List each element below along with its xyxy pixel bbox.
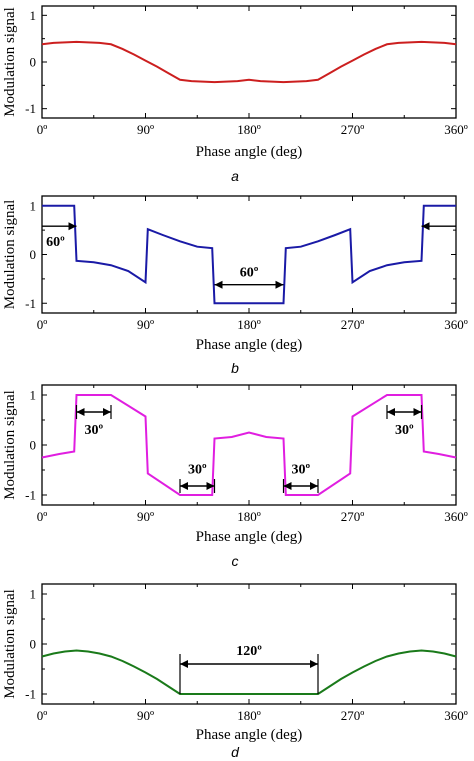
dimension-label: 60º: [46, 235, 65, 250]
x-axis-label: Phase angle (deg): [196, 727, 303, 743]
dimension-annotation: 30º: [386, 405, 423, 438]
arrow-head: [275, 280, 284, 289]
y-axis-label: Modulation signal: [2, 7, 18, 117]
x-axis-label: Phase angle (deg): [196, 337, 303, 353]
y-axis-label: Modulation signal: [2, 589, 18, 699]
arrow-head: [180, 482, 188, 490]
series-line: [41, 394, 457, 496]
y-tick-label: -1: [25, 488, 36, 503]
y-tick-label: 0: [30, 637, 37, 652]
arrow-head: [214, 280, 223, 289]
x-tick-label: 270º: [341, 317, 365, 332]
dimension-label: 30º: [291, 463, 310, 478]
dimension-annotation: 30º: [179, 463, 216, 493]
y-tick-label: -1: [25, 101, 36, 116]
panel-label: c: [232, 553, 239, 569]
x-tick-label: 90º: [137, 708, 154, 723]
plot-frame: [41, 384, 457, 506]
series-line: [42, 204, 456, 305]
y-tick-label: 1: [30, 388, 37, 403]
x-axis-label: Phase angle (deg): [196, 144, 303, 160]
x-tick-label: 270º: [341, 708, 365, 723]
x-tick-label: 270º: [341, 509, 365, 524]
y-tick-label: 0: [30, 438, 37, 453]
x-tick-label: 180º: [237, 509, 261, 524]
y-tick-label: 0: [30, 55, 37, 70]
chart-panel-c: 0º 90º 180º 270º 360º -1 0 1 Phase angle (deg) Mo…: [2, 384, 468, 569]
dimension-annotation: 60º: [42, 222, 77, 250]
plot-frame: [41, 195, 457, 314]
dimension-label: 120º: [236, 644, 262, 659]
series-line: [41, 649, 457, 695]
dimension-label: 30º: [84, 423, 103, 438]
x-tick-label: 360º: [444, 708, 468, 723]
plot-frame: [41, 5, 457, 119]
panel-label: b: [231, 360, 239, 376]
panel-label: a: [231, 168, 239, 184]
arrow-head: [68, 222, 77, 231]
dimension-label: 60º: [240, 266, 259, 281]
y-tick-label: -1: [25, 296, 36, 311]
y-axis-label: Modulation signal: [2, 390, 18, 500]
dimension-annotation: [421, 222, 456, 231]
x-tick-label: 90º: [137, 509, 154, 524]
y-tick-label: 0: [30, 247, 37, 262]
arrow-head: [413, 408, 422, 416]
dimension-label: 30º: [188, 463, 207, 478]
y-tick-label: 1: [30, 587, 37, 602]
arrow-head: [310, 660, 318, 668]
arrow-head: [421, 222, 430, 231]
x-axis-label: Phase angle (deg): [196, 529, 303, 545]
chart-panel-b: 0º 90º 180º 270º 360º -1 0 1 Phase angle (deg) Mo…: [2, 195, 468, 376]
y-axis-label: Modulation signal: [2, 200, 18, 310]
x-tick-label: 0º: [37, 708, 48, 723]
x-tick-label: 90º: [137, 317, 154, 332]
x-tick-label: 360º: [444, 509, 468, 524]
chart-panel-d: 0º 90º 180º 270º 360º -1 0 1 Phase angle (deg) Mo…: [2, 583, 468, 760]
arrow-head: [180, 660, 188, 668]
y-tick-label: 1: [30, 8, 37, 23]
arrow-head: [283, 482, 292, 490]
chart-panel-a: 0º 90º 180º 270º 360º -1 0 1 Phase angle (deg) Mo…: [2, 5, 468, 184]
x-tick-label: 0º: [37, 122, 48, 137]
x-tick-label: 90º: [137, 122, 154, 137]
x-tick-label: 180º: [237, 317, 261, 332]
x-tick-label: 0º: [37, 317, 48, 332]
y-tick-label: -1: [25, 687, 36, 702]
x-tick-label: 360º: [444, 122, 468, 137]
arrow-head: [103, 408, 111, 416]
dimension-annotation: 30º: [282, 463, 319, 493]
dimension-annotation: 120º: [179, 644, 319, 694]
dimension-annotation: 60º: [214, 266, 284, 289]
y-tick-label: 1: [30, 198, 37, 213]
arrow-head: [76, 408, 85, 416]
series-line: [41, 40, 457, 84]
dimension-annotation: 30º: [75, 405, 112, 438]
x-tick-label: 360º: [444, 317, 468, 332]
arrow-head: [310, 482, 318, 490]
x-tick-label: 0º: [37, 509, 48, 524]
arrow-head: [206, 482, 215, 490]
arrow-head: [387, 408, 395, 416]
dimension-label: 30º: [395, 423, 414, 438]
x-tick-label: 180º: [237, 122, 261, 137]
x-tick-label: 270º: [341, 122, 365, 137]
x-tick-label: 180º: [237, 708, 261, 723]
panel-label: d: [231, 744, 240, 760]
